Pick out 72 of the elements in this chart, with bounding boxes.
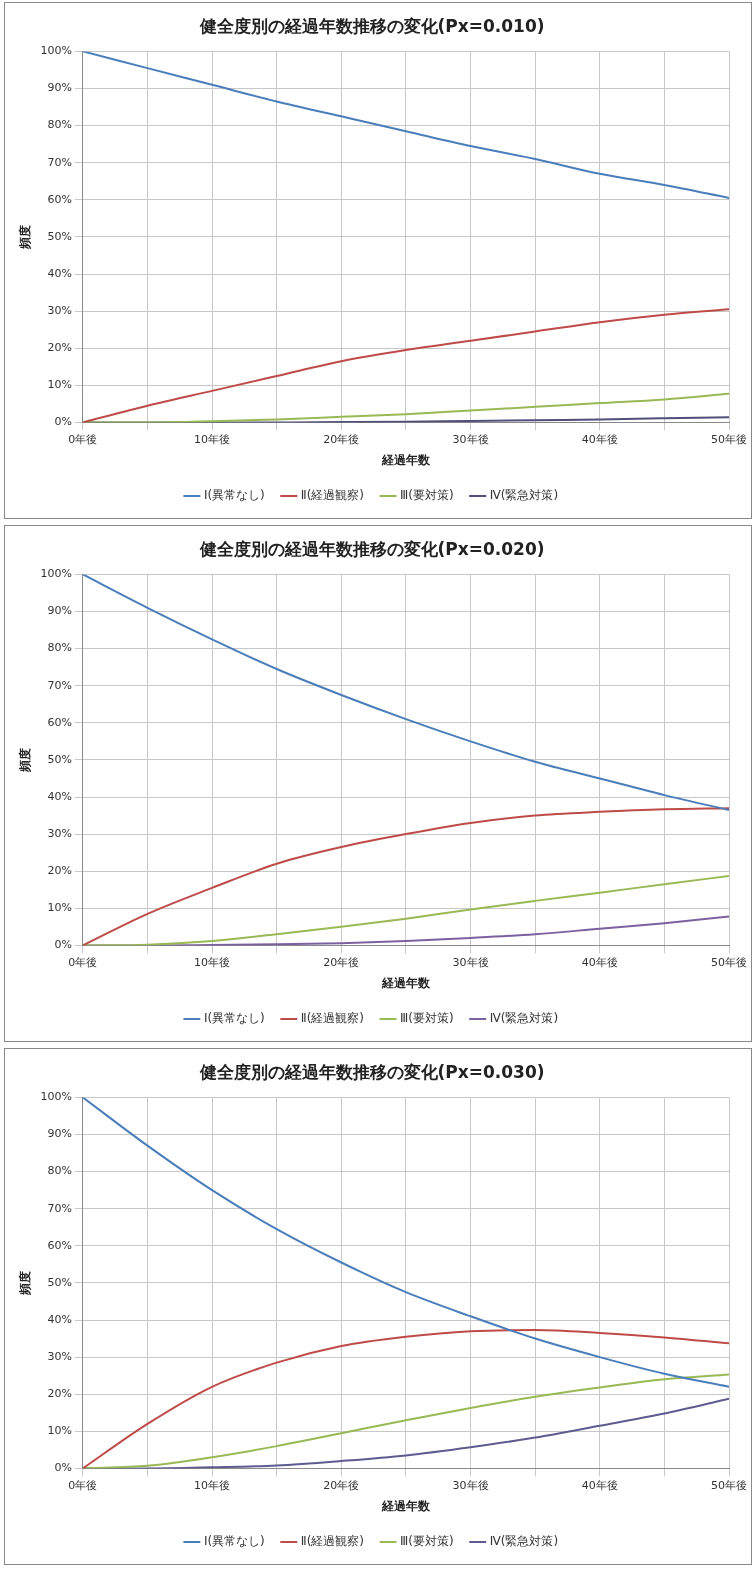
y-tick-label: 60% xyxy=(47,1238,72,1252)
legend-label: Ⅲ(要対策) xyxy=(400,488,454,503)
y-tick-label: 70% xyxy=(47,155,72,169)
x-tick-label: 10年後 xyxy=(194,955,231,969)
legend-label: Ⅱ(経過観察) xyxy=(300,1011,365,1026)
y-tick-label: 10% xyxy=(47,378,72,392)
x-tick-label: 10年後 xyxy=(194,432,231,446)
y-tick-label: 80% xyxy=(47,641,72,655)
y-tick-label: 60% xyxy=(47,192,72,206)
y-axis-title: 頻度 xyxy=(18,747,33,773)
x-tick-label: 30年後 xyxy=(452,432,489,446)
x-tick-label: 0年後 xyxy=(68,955,98,969)
legend-label: Ⅳ(緊急対策) xyxy=(489,1011,559,1026)
chart-title: 健全度別の経過年数推移の変化(Px=0.010) xyxy=(198,15,545,36)
y-axis-title: 頻度 xyxy=(18,1270,33,1296)
x-tick-label: 50年後 xyxy=(711,1478,747,1492)
chart-title: 健全度別の経過年数推移の変化(Px=0.020) xyxy=(198,538,545,559)
legend-label: Ⅲ(要対策) xyxy=(400,1534,454,1549)
x-tick-label: 40年後 xyxy=(581,1478,618,1492)
y-tick-label: 40% xyxy=(47,789,72,803)
y-tick-label: 100% xyxy=(40,1090,72,1104)
y-tick-label: 90% xyxy=(47,1127,72,1141)
y-tick-label: 40% xyxy=(47,266,72,280)
legend-label: Ⅱ(経過観察) xyxy=(300,1534,365,1549)
x-tick-label: 50年後 xyxy=(711,955,747,969)
y-tick-label: 0% xyxy=(54,415,72,429)
y-tick-label: 40% xyxy=(47,1312,72,1326)
y-tick-label: 0% xyxy=(54,938,72,952)
legend-label: Ⅰ(異常なし) xyxy=(203,1534,265,1549)
y-tick-label: 90% xyxy=(47,81,72,95)
legend-label: Ⅱ(経過観察) xyxy=(300,488,365,503)
x-tick-label: 20年後 xyxy=(323,432,360,446)
x-tick-label: 0年後 xyxy=(68,432,98,446)
x-tick-label: 0年後 xyxy=(68,1478,98,1492)
y-tick-label: 10% xyxy=(47,901,72,915)
x-tick-label: 20年後 xyxy=(323,1478,360,1492)
y-tick-label: 30% xyxy=(47,1349,72,1363)
x-tick-label: 20年後 xyxy=(323,955,360,969)
y-tick-label: 70% xyxy=(47,1201,72,1215)
y-tick-label: 60% xyxy=(47,715,72,729)
y-tick-label: 90% xyxy=(47,604,72,618)
y-tick-label: 0% xyxy=(54,1461,72,1475)
x-axis-title: 経過年数 xyxy=(380,1498,431,1513)
y-tick-label: 30% xyxy=(47,303,72,317)
y-tick-label: 30% xyxy=(47,826,72,840)
y-tick-label: 80% xyxy=(47,1164,72,1178)
y-axis-title: 頻度 xyxy=(18,224,33,250)
y-tick-label: 50% xyxy=(47,229,72,243)
legend-label: Ⅲ(要対策) xyxy=(400,1011,454,1026)
x-tick-label: 30年後 xyxy=(452,1478,489,1492)
y-tick-label: 20% xyxy=(47,341,72,355)
x-axis-title: 経過年数 xyxy=(380,452,431,467)
y-tick-label: 50% xyxy=(47,752,72,766)
legend-label: Ⅳ(緊急対策) xyxy=(489,1534,559,1549)
x-tick-label: 40年後 xyxy=(581,432,618,446)
y-tick-label: 20% xyxy=(47,864,72,878)
x-tick-label: 50年後 xyxy=(711,432,747,446)
y-tick-label: 10% xyxy=(47,1424,72,1438)
x-tick-label: 40年後 xyxy=(581,955,618,969)
y-tick-label: 100% xyxy=(40,44,72,58)
y-tick-label: 80% xyxy=(47,118,72,132)
x-tick-label: 30年後 xyxy=(452,955,489,969)
legend-label: Ⅰ(異常なし) xyxy=(203,488,265,503)
y-tick-label: 20% xyxy=(47,1387,72,1401)
y-tick-label: 70% xyxy=(47,678,72,692)
y-tick-label: 50% xyxy=(47,1275,72,1289)
legend-label: Ⅰ(異常なし) xyxy=(203,1011,265,1026)
x-axis-title: 経過年数 xyxy=(380,975,431,990)
x-tick-label: 10年後 xyxy=(194,1478,231,1492)
chart-title: 健全度別の経過年数推移の変化(Px=0.030) xyxy=(198,1061,545,1082)
legend-label: Ⅳ(緊急対策) xyxy=(489,488,559,503)
y-tick-label: 100% xyxy=(40,567,72,581)
